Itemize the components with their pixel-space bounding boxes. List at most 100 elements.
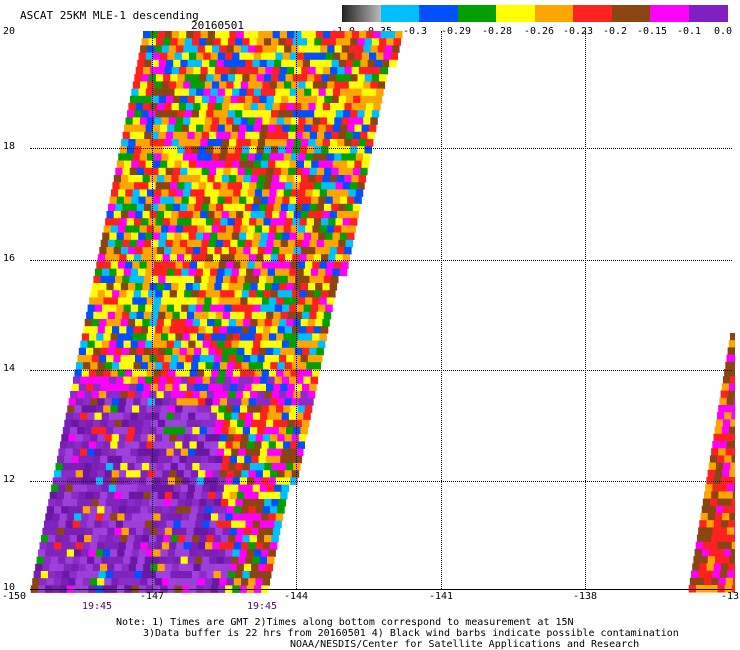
swath-cell	[281, 131, 289, 140]
swath-cell	[155, 38, 164, 46]
swath-cell	[234, 434, 242, 442]
swath-cell	[200, 527, 209, 536]
swath-cell	[102, 232, 110, 241]
swath-cell	[119, 146, 128, 154]
swath-cell	[237, 131, 246, 140]
swath-cell	[227, 326, 235, 334]
swath-cell	[145, 52, 154, 61]
swath-cell	[172, 203, 181, 212]
swath-cell	[81, 405, 90, 413]
swath-cell	[221, 175, 230, 183]
swath-cell	[234, 506, 242, 514]
swath-cell	[166, 59, 174, 68]
swath-cell	[169, 290, 178, 298]
swath-cell	[303, 376, 311, 385]
swath-cell	[331, 203, 339, 212]
swath-cell	[160, 369, 169, 377]
swath-cell	[328, 182, 336, 190]
swath-cell	[268, 124, 276, 133]
swath-cell	[227, 74, 236, 82]
swath-cell	[259, 59, 268, 68]
swath-cell	[702, 541, 711, 550]
swath-cell	[147, 81, 155, 89]
swath-cell	[90, 290, 98, 298]
swath-cell	[718, 405, 726, 413]
swath-cell	[360, 95, 368, 104]
swath-cell	[291, 81, 299, 89]
swath-cell	[131, 441, 140, 449]
swath-cell	[328, 74, 337, 82]
swath-cell	[315, 211, 323, 219]
swath-cell	[234, 470, 242, 478]
swath-cell	[112, 182, 120, 190]
swath-cell	[341, 117, 349, 125]
swath-cell	[156, 427, 164, 435]
swath-cell	[734, 527, 735, 535]
swath-cell	[111, 398, 120, 406]
swath-cell	[267, 268, 276, 277]
swath-cell	[290, 441, 298, 449]
swath-cell	[725, 405, 733, 413]
colorbar-tick-label: -0.3	[402, 26, 428, 37]
swath-cell	[257, 139, 266, 147]
swath-cell	[146, 369, 154, 377]
swath-cell	[266, 59, 275, 68]
swath-cell	[230, 239, 238, 248]
swath-cell	[239, 513, 248, 521]
swath-cell	[321, 38, 329, 46]
swath-cell	[238, 556, 246, 565]
swath-cell	[245, 520, 253, 529]
swath-cell	[280, 491, 288, 500]
swath-cell	[306, 182, 315, 190]
swath-cell	[165, 275, 173, 284]
swath-cell	[128, 491, 137, 500]
swath-cell	[210, 124, 218, 133]
swath-cell	[117, 261, 126, 269]
swath-cell	[115, 520, 124, 529]
swath-cell	[290, 369, 298, 377]
swath-cell	[207, 211, 215, 219]
swath-cell	[207, 31, 216, 39]
swath-cell	[128, 527, 137, 536]
swath-cell	[242, 74, 250, 82]
swath-cell	[279, 283, 287, 291]
swath-cell	[274, 59, 282, 68]
swath-cell	[373, 31, 381, 39]
swath-cell	[184, 182, 192, 190]
swath-cell	[201, 203, 210, 212]
swath-cell	[91, 319, 100, 327]
swath-cell	[143, 563, 151, 572]
swath-cell	[136, 275, 145, 284]
swath-cell	[220, 146, 228, 154]
swath-cell	[196, 513, 204, 521]
swath-cell	[185, 463, 193, 471]
swath-cell	[217, 268, 225, 277]
swath-cell	[286, 427, 294, 435]
swath-cell	[152, 268, 160, 277]
swath-cell	[175, 297, 183, 305]
swath-cell	[232, 88, 240, 97]
swath-cell	[309, 167, 318, 176]
swath-cell	[151, 203, 159, 212]
swath-cell	[98, 463, 107, 471]
swath-cell	[251, 275, 260, 284]
swath-cell	[321, 182, 329, 190]
swath-cell	[133, 434, 141, 442]
swath-cell	[141, 74, 149, 82]
swath-cell	[692, 563, 700, 571]
swath-cell	[324, 167, 332, 176]
swath-cell	[195, 556, 203, 565]
swath-cell	[315, 319, 323, 327]
swath-cell	[280, 167, 289, 176]
swath-cell	[154, 153, 162, 161]
swath-cell	[257, 283, 266, 291]
swath-cell	[141, 499, 150, 507]
swath-cell	[213, 254, 221, 262]
swath-cell	[179, 275, 188, 284]
swath-cell	[154, 434, 163, 442]
swath-cell	[69, 535, 78, 543]
swath-cell	[200, 247, 208, 255]
swath-cell	[133, 398, 141, 406]
swath-cell	[249, 38, 257, 46]
swath-cell	[259, 95, 267, 104]
